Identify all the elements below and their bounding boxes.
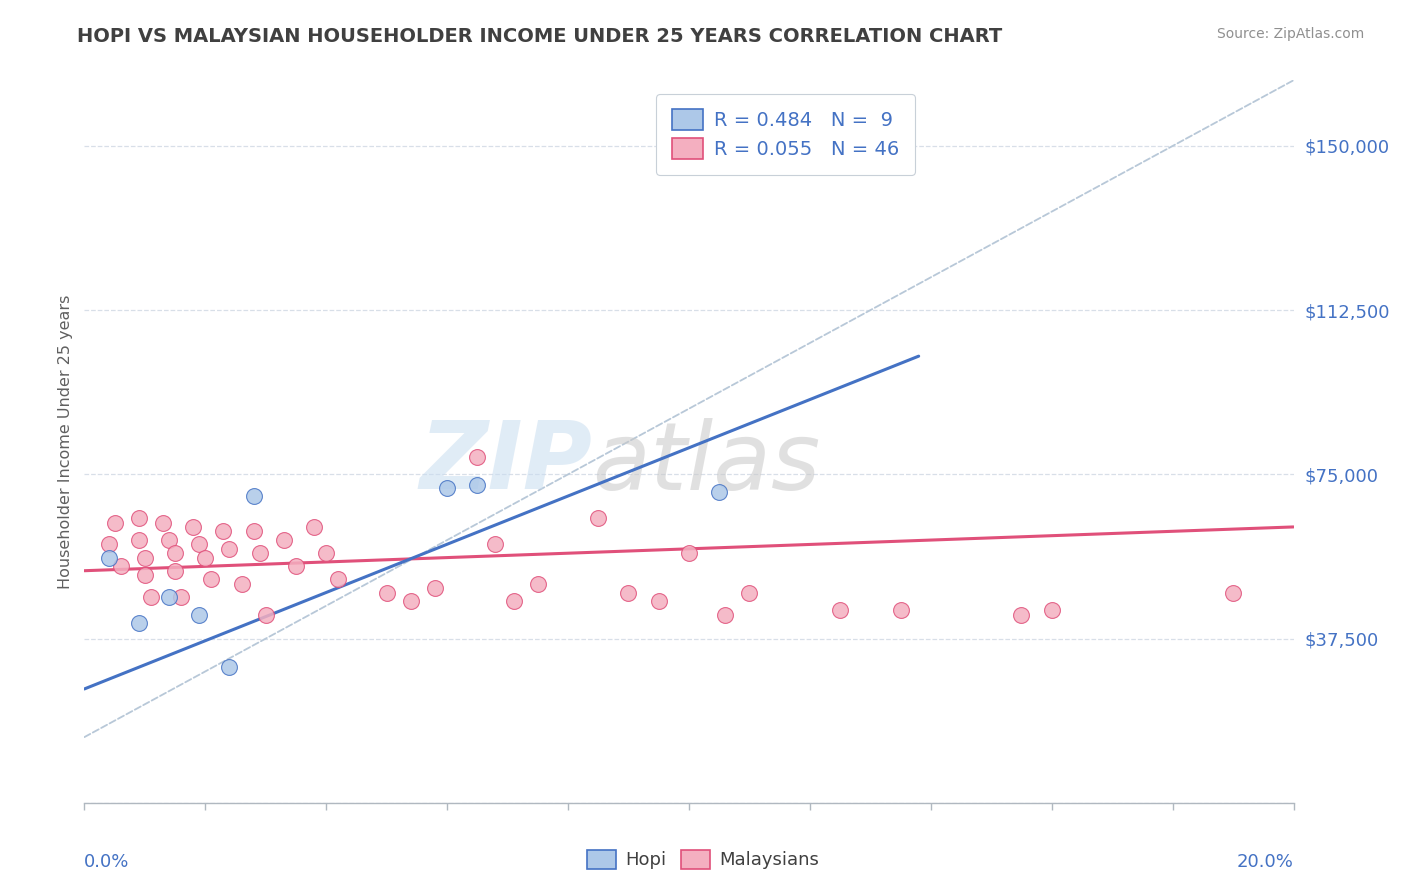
- Point: [423, 581, 446, 595]
- Point: [436, 481, 458, 495]
- Point: [527, 577, 550, 591]
- Point: [181, 520, 204, 534]
- Legend: R = 0.484   N =  9, R = 0.055   N = 46: R = 0.484 N = 9, R = 0.055 N = 46: [657, 94, 915, 175]
- Point: [170, 590, 193, 604]
- Point: [714, 607, 737, 622]
- Point: [678, 546, 700, 560]
- Point: [315, 546, 337, 560]
- Text: Source: ZipAtlas.com: Source: ZipAtlas.com: [1216, 27, 1364, 41]
- Text: HOPI VS MALAYSIAN HOUSEHOLDER INCOME UNDER 25 YEARS CORRELATION CHART: HOPI VS MALAYSIAN HOUSEHOLDER INCOME UND…: [77, 27, 1002, 45]
- Point: [157, 533, 180, 547]
- Point: [738, 585, 761, 599]
- Point: [285, 559, 308, 574]
- Text: atlas: atlas: [592, 417, 821, 508]
- Point: [720, 117, 742, 131]
- Point: [97, 537, 120, 551]
- Point: [200, 573, 222, 587]
- Text: 0.0%: 0.0%: [84, 854, 129, 871]
- Point: [218, 660, 240, 674]
- Point: [128, 533, 150, 547]
- Point: [134, 550, 156, 565]
- Point: [1011, 607, 1033, 622]
- Point: [188, 607, 211, 622]
- Point: [218, 541, 240, 556]
- Point: [484, 537, 506, 551]
- Point: [1222, 585, 1244, 599]
- Point: [328, 573, 350, 587]
- Point: [502, 594, 524, 608]
- Point: [157, 590, 180, 604]
- Point: [128, 511, 150, 525]
- Legend: Hopi, Malaysians: Hopi, Malaysians: [578, 840, 828, 879]
- Text: 20.0%: 20.0%: [1237, 854, 1294, 871]
- Point: [110, 559, 132, 574]
- Point: [302, 520, 325, 534]
- Point: [134, 568, 156, 582]
- Point: [104, 516, 127, 530]
- Point: [588, 511, 610, 525]
- Point: [890, 603, 912, 617]
- Point: [617, 585, 640, 599]
- Point: [97, 550, 120, 565]
- Point: [231, 577, 253, 591]
- Point: [1040, 603, 1063, 617]
- Point: [467, 450, 489, 464]
- Point: [709, 484, 731, 499]
- Point: [467, 478, 489, 492]
- Point: [249, 546, 271, 560]
- Point: [128, 616, 150, 631]
- Point: [375, 585, 398, 599]
- Point: [254, 607, 277, 622]
- Text: ZIP: ZIP: [419, 417, 592, 509]
- Point: [830, 603, 852, 617]
- Point: [152, 516, 174, 530]
- Point: [194, 550, 217, 565]
- Point: [648, 594, 671, 608]
- Point: [165, 564, 187, 578]
- Point: [139, 590, 162, 604]
- Point: [188, 537, 211, 551]
- Y-axis label: Householder Income Under 25 years: Householder Income Under 25 years: [58, 294, 73, 589]
- Point: [212, 524, 235, 539]
- Point: [242, 489, 264, 503]
- Point: [165, 546, 187, 560]
- Point: [399, 594, 422, 608]
- Point: [242, 524, 264, 539]
- Point: [273, 533, 295, 547]
